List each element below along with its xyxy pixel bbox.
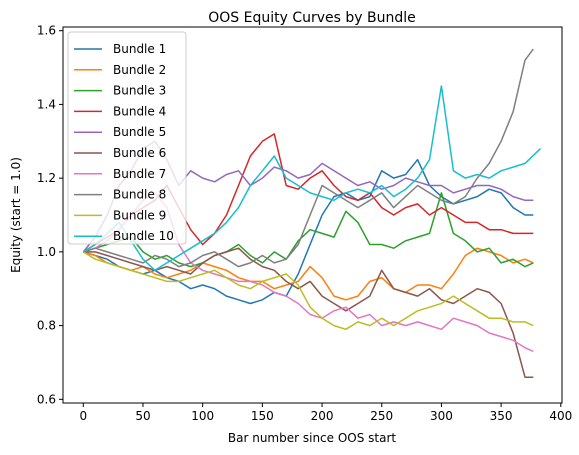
y-tick-label: 1.6 — [37, 24, 56, 38]
legend-label: Bundle 1 — [113, 42, 166, 56]
plot-frame — [62, 26, 563, 404]
x-tick-label: 300 — [430, 409, 453, 423]
x-tick-label: 100 — [191, 409, 214, 423]
legend-label: Bundle 3 — [113, 84, 166, 98]
y-axis-label: Equity (start = 1.0) — [9, 157, 23, 273]
legend-label: Bundle 6 — [113, 146, 166, 160]
x-tick-label: 200 — [311, 409, 334, 423]
legend-label: Bundle 4 — [113, 104, 166, 118]
series-line-bundle-2 — [83, 247, 534, 301]
legend-label: Bundle 10 — [113, 229, 174, 243]
series-line-bundle-9 — [82, 251, 534, 331]
series-line-bundle-3 — [83, 192, 534, 268]
y-tick-label: 0.8 — [37, 319, 56, 333]
y-tick-label: 1.4 — [37, 97, 56, 111]
y-tick-label: 1.2 — [37, 171, 56, 185]
series-line-bundle-1 — [83, 158, 534, 305]
legend-label: Bundle 5 — [113, 125, 166, 139]
series-line-bundle-8 — [83, 48, 534, 268]
chart-title: OOS Equity Curves by Bundle — [208, 10, 416, 26]
legend-label: Bundle 7 — [113, 167, 166, 181]
x-axis-label: Bar number since OOS start — [228, 431, 397, 445]
legend-label: Bundle 9 — [113, 208, 166, 222]
x-tick-label: 350 — [490, 409, 513, 423]
x-tick-label: 150 — [251, 409, 274, 423]
x-tick-label: 400 — [549, 409, 572, 423]
legend-box — [67, 31, 187, 245]
series-line-bundle-6 — [83, 247, 534, 378]
x-tick-label: 250 — [370, 409, 393, 423]
series-line-bundle-10 — [82, 85, 542, 272]
y-tick-label: 1.0 — [37, 245, 56, 259]
y-tick-label: 0.6 — [37, 392, 56, 406]
legend-label: Bundle 8 — [113, 188, 166, 202]
x-tick-label: 0 — [79, 409, 87, 423]
legend-label: Bundle 2 — [113, 63, 166, 77]
x-tick-label: 50 — [135, 409, 150, 423]
